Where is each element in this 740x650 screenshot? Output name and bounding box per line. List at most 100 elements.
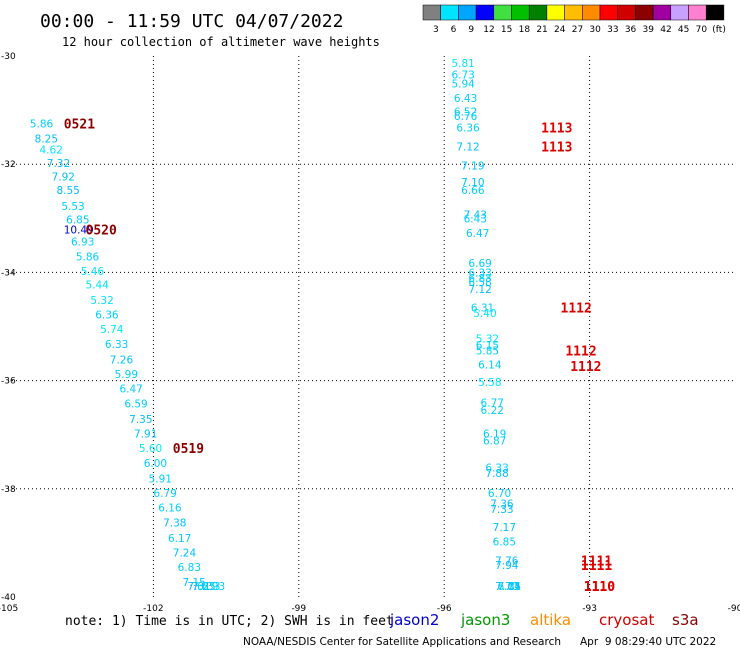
wave-height-label: 6.83 bbox=[178, 562, 201, 574]
wave-height-label: 7.24 bbox=[173, 547, 197, 559]
colorbar-label: 30 bbox=[589, 25, 601, 35]
wave-height-label: 7.05 bbox=[498, 581, 521, 593]
wave-height-label: 6.43 bbox=[464, 214, 487, 226]
wave-height-label: 7.76 bbox=[495, 556, 519, 568]
wave-height-label: 7.15 bbox=[182, 577, 205, 589]
colorbar-swatch bbox=[475, 4, 495, 21]
wave-height-label: 7.14 bbox=[498, 581, 522, 593]
colorbar-label: 12 bbox=[483, 25, 494, 35]
legend-s3a: s3a bbox=[672, 611, 699, 629]
colorbar-swatch bbox=[493, 4, 512, 21]
wave-height-label: 7.17 bbox=[493, 522, 516, 534]
wave-height-label: 5.53 bbox=[61, 201, 84, 213]
wave-height-label: 6.93 bbox=[71, 236, 94, 248]
wave-height-label: 5.60 bbox=[139, 443, 162, 455]
colorbar-label: 18 bbox=[519, 25, 531, 35]
wave-height-label: 5.74 bbox=[100, 324, 124, 336]
wave-height-label: 7.10 bbox=[461, 177, 484, 189]
colorbar-swatch bbox=[688, 4, 707, 21]
y-tick-label: -32 bbox=[1, 160, 16, 170]
wave-height-label: 6.71 bbox=[498, 581, 521, 593]
x-tick-label: -93 bbox=[582, 604, 597, 614]
wave-height-label: 6.85 bbox=[493, 537, 516, 549]
wave-height-label: 6.31 bbox=[471, 302, 494, 314]
colorbar-swatch bbox=[582, 4, 601, 21]
time-label: 1111 bbox=[581, 555, 612, 570]
y-tick-label: -36 bbox=[1, 377, 16, 387]
wave-height-label: 6.70 bbox=[488, 488, 511, 500]
wave-height-label: 6.15 bbox=[476, 340, 499, 352]
wave-height-label: 6.77 bbox=[481, 398, 504, 410]
wave-height-label: 6.69 bbox=[468, 258, 491, 270]
colorbar: 3 6 9 12 15 18 21 24 27 30 33 36 39 42 45 70 (ft) bbox=[422, 4, 726, 35]
wave-height-label: 7.33 bbox=[490, 504, 513, 516]
colorbar-label: 36 bbox=[625, 25, 637, 35]
wave-height-label: 5.86 bbox=[76, 251, 100, 263]
wave-height-label: 4.62 bbox=[40, 144, 63, 156]
chart-title: 00:00 - 11:59 UTC 04/07/2022 bbox=[40, 11, 343, 32]
colorbar-label: 39 bbox=[643, 25, 655, 35]
wave-height-label: 6.93 bbox=[202, 581, 225, 593]
wave-height-label: 5.85 bbox=[476, 346, 499, 358]
wave-height-label: 6.73 bbox=[451, 70, 474, 82]
wave-height-label: 6.43 bbox=[454, 93, 477, 105]
wave-height-label: 6.79 bbox=[153, 488, 176, 500]
wave-height-label: 6.36 bbox=[95, 309, 119, 321]
time-label: 1110 bbox=[584, 580, 615, 595]
legend-jason3: jason3 bbox=[460, 611, 510, 629]
colorbar-swatch bbox=[422, 4, 441, 21]
wave-height-label: 6.17 bbox=[168, 533, 191, 545]
time-label: 0520 bbox=[86, 223, 117, 238]
wave-height-label: 10.49 bbox=[64, 224, 94, 236]
wave-height-label: 7.36 bbox=[490, 499, 514, 511]
x-tick-label: -99 bbox=[291, 604, 306, 614]
wave-height-label: 5.46 bbox=[81, 266, 105, 278]
wave-height-label: 7.12 bbox=[456, 142, 479, 154]
wave-height-label: 7.25 bbox=[192, 581, 215, 593]
wave-height-label: 6.14 bbox=[478, 360, 502, 372]
y-tick-labels: -30 -32 -34 -36 -38 -40 bbox=[1, 52, 16, 603]
y-tick-label: -38 bbox=[1, 485, 16, 495]
colorbar-label: 15 bbox=[501, 25, 512, 35]
wave-height-label: 6.87 bbox=[483, 435, 506, 447]
colorbar-label: 33 bbox=[607, 25, 618, 35]
wave-height-label: 5.58 bbox=[478, 377, 501, 389]
wave-height-label: 7.35 bbox=[129, 414, 152, 426]
colorbar-swatch bbox=[599, 4, 618, 21]
wave-height-label: 7.94 bbox=[495, 560, 519, 572]
wave-height-label: 6.22 bbox=[481, 405, 504, 417]
wave-height-label: 6.52 bbox=[454, 107, 477, 119]
wave-height-label: 5.44 bbox=[86, 280, 110, 292]
x-tick-label: -102 bbox=[143, 604, 163, 614]
wave-height-label: 6.47 bbox=[466, 228, 489, 240]
footer-timestamp: Apr 9 08:29:40 UTC 2022 bbox=[580, 636, 716, 648]
wave-height-label: 7.88 bbox=[485, 468, 508, 480]
colorbar-label: 24 bbox=[554, 25, 566, 35]
wave-height-label: 6.19 bbox=[483, 428, 506, 440]
colorbar-swatch bbox=[546, 4, 565, 21]
wave-height-points: 5.868.254.627.327.928.555.536.8510.496.9… bbox=[30, 58, 521, 593]
wave-height-label: 7.31 bbox=[187, 581, 210, 593]
wave-height-label: 6.66 bbox=[461, 185, 485, 197]
wave-height-label: 7.92 bbox=[52, 171, 75, 183]
colorbar-swatch bbox=[440, 4, 459, 21]
wave-height-label: 6.83 bbox=[468, 273, 491, 285]
legend-cryosat: cryosat bbox=[599, 611, 654, 629]
wave-height-label: 5.32 bbox=[90, 295, 113, 307]
time-label: 1113 bbox=[541, 122, 572, 137]
wave-height-label: 6.33 bbox=[468, 268, 491, 280]
wave-height-label: 6.85 bbox=[66, 215, 89, 227]
wave-height-label: 7.43 bbox=[464, 209, 487, 221]
y-tick-label: -30 bbox=[1, 52, 16, 62]
x-tick-label: -105 bbox=[0, 604, 18, 614]
wave-height-label: 5.94 bbox=[451, 78, 475, 90]
wave-height-label: 7.32 bbox=[47, 158, 70, 170]
colorbar-swatch bbox=[458, 4, 477, 21]
wave-height-label: 5.32 bbox=[476, 334, 499, 346]
time-label: 0521 bbox=[64, 117, 95, 132]
wave-height-label: 5.99 bbox=[115, 369, 138, 381]
colorbar-label: 27 bbox=[572, 25, 583, 35]
wave-height-label: 6.58 bbox=[468, 277, 491, 289]
wave-height-label: 5.91 bbox=[149, 473, 172, 485]
